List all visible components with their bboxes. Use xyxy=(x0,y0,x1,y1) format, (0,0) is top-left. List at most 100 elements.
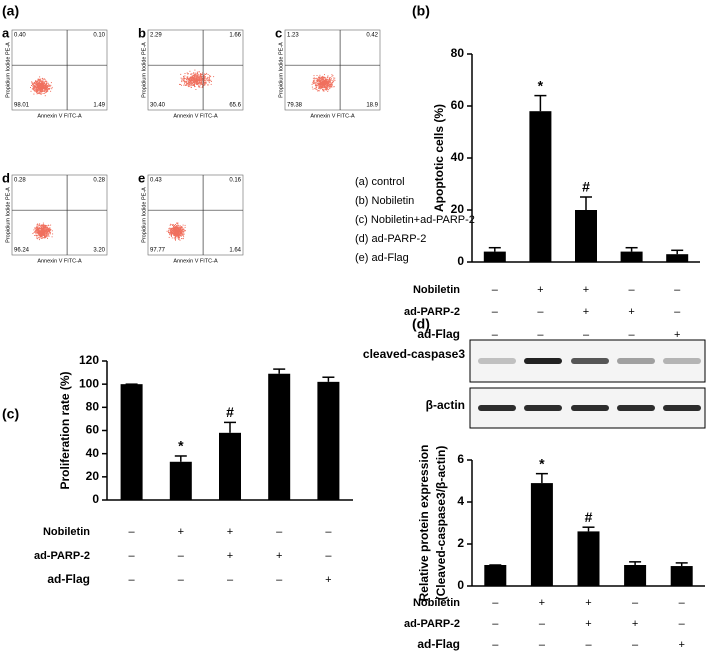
event-dot xyxy=(44,231,46,233)
event-dot xyxy=(325,84,327,86)
event-dot xyxy=(39,231,41,232)
treatment-sign: – xyxy=(492,639,499,651)
event-dot xyxy=(169,227,171,229)
event-dot xyxy=(194,72,196,74)
event-dot xyxy=(41,228,43,230)
event-dot xyxy=(36,81,38,83)
event-dot xyxy=(197,76,199,78)
bar xyxy=(575,210,597,262)
event-dot xyxy=(43,235,45,237)
event-dot xyxy=(325,87,327,89)
event-dot xyxy=(319,76,321,78)
quadrant-value: 0.16 xyxy=(229,178,241,184)
event-dot xyxy=(43,226,45,228)
event-dot xyxy=(179,236,180,238)
event-dot xyxy=(42,78,44,80)
event-dot xyxy=(171,235,172,237)
event-dot xyxy=(41,230,43,232)
event-dot xyxy=(47,87,49,89)
panel-letter: a xyxy=(2,25,10,40)
event-dot xyxy=(328,83,330,85)
event-dot xyxy=(49,230,51,232)
event-dot xyxy=(36,227,38,229)
event-dot xyxy=(319,81,321,83)
event-dot xyxy=(177,225,179,227)
event-dot xyxy=(39,230,41,232)
y-axis-label: Apoptotic cells (%) xyxy=(432,104,446,212)
event-dot xyxy=(201,76,203,77)
event-dot xyxy=(37,93,39,94)
event-dot xyxy=(46,88,47,90)
event-dot xyxy=(193,78,195,80)
event-dot xyxy=(200,78,202,80)
event-dot xyxy=(196,80,198,82)
event-dot xyxy=(41,231,43,232)
plot-frame xyxy=(147,174,244,256)
event-dot xyxy=(190,84,192,86)
event-dot xyxy=(199,86,201,88)
event-dot xyxy=(46,90,48,91)
event-dot xyxy=(318,76,320,78)
event-dot xyxy=(189,78,191,80)
event-dot xyxy=(41,233,43,234)
event-dot xyxy=(188,83,189,85)
treatment-sign: – xyxy=(632,639,639,651)
event-dot xyxy=(324,78,326,80)
event-dot xyxy=(179,230,181,232)
event-dot xyxy=(204,73,205,75)
event-dot xyxy=(316,89,318,91)
event-dot xyxy=(174,229,176,231)
event-dot xyxy=(175,238,176,240)
event-dot xyxy=(172,231,174,233)
event-dot xyxy=(325,80,327,82)
quadrant-value: 0.43 xyxy=(150,178,162,184)
axis-label: Annexin V FITC-A xyxy=(37,113,82,119)
quadrant-value: 0.10 xyxy=(93,33,105,39)
event-dot xyxy=(45,85,46,86)
event-dot xyxy=(34,86,36,88)
event-dot xyxy=(197,82,199,84)
event-dot xyxy=(180,229,182,231)
event-dot xyxy=(189,84,191,85)
event-dot xyxy=(31,81,33,83)
event-dot xyxy=(203,84,205,86)
event-dot xyxy=(40,237,42,239)
event-dot xyxy=(322,77,324,79)
event-dot xyxy=(187,73,189,75)
quadrant-value: 0.28 xyxy=(93,178,105,184)
event-dot xyxy=(186,76,188,78)
event-dot xyxy=(318,77,320,79)
event-dot xyxy=(33,85,35,87)
event-dot xyxy=(41,78,43,80)
event-dot xyxy=(315,87,317,89)
event-dot xyxy=(42,80,44,82)
event-dot xyxy=(194,83,196,85)
event-dot xyxy=(38,79,39,81)
event-dot xyxy=(34,84,36,86)
event-dot xyxy=(46,231,48,233)
event-dot xyxy=(172,232,174,234)
plot-frame xyxy=(11,29,108,111)
y-tick-label: 60 xyxy=(86,423,100,437)
event-dot xyxy=(37,92,39,94)
event-dot xyxy=(39,227,41,229)
event-dot xyxy=(330,85,332,87)
event-dot xyxy=(35,80,37,82)
event-dot xyxy=(174,226,176,227)
event-dot xyxy=(324,84,326,85)
event-dot xyxy=(179,239,181,241)
event-dot xyxy=(201,79,203,81)
event-dot xyxy=(192,84,194,86)
event-dot xyxy=(197,73,199,75)
event-dot xyxy=(318,90,320,92)
event-dot xyxy=(325,88,327,90)
event-dot xyxy=(315,85,317,87)
event-dot xyxy=(47,237,48,239)
treatment-sign: – xyxy=(539,639,546,651)
event-dot xyxy=(313,79,315,81)
event-dot xyxy=(327,79,329,81)
event-dot xyxy=(325,82,327,84)
event-dot xyxy=(186,77,188,79)
event-dot xyxy=(183,230,185,232)
blot-band xyxy=(524,405,562,411)
